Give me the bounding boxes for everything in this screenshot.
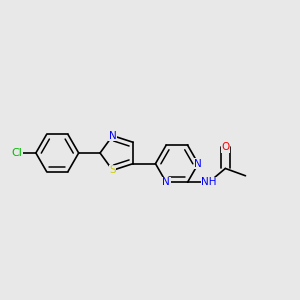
Text: Cl: Cl — [11, 148, 22, 158]
Text: O: O — [221, 142, 230, 152]
Text: N: N — [109, 131, 116, 141]
Text: N: N — [162, 177, 170, 187]
Text: NH: NH — [201, 177, 217, 187]
Text: N: N — [194, 159, 202, 169]
Text: S: S — [109, 165, 116, 175]
